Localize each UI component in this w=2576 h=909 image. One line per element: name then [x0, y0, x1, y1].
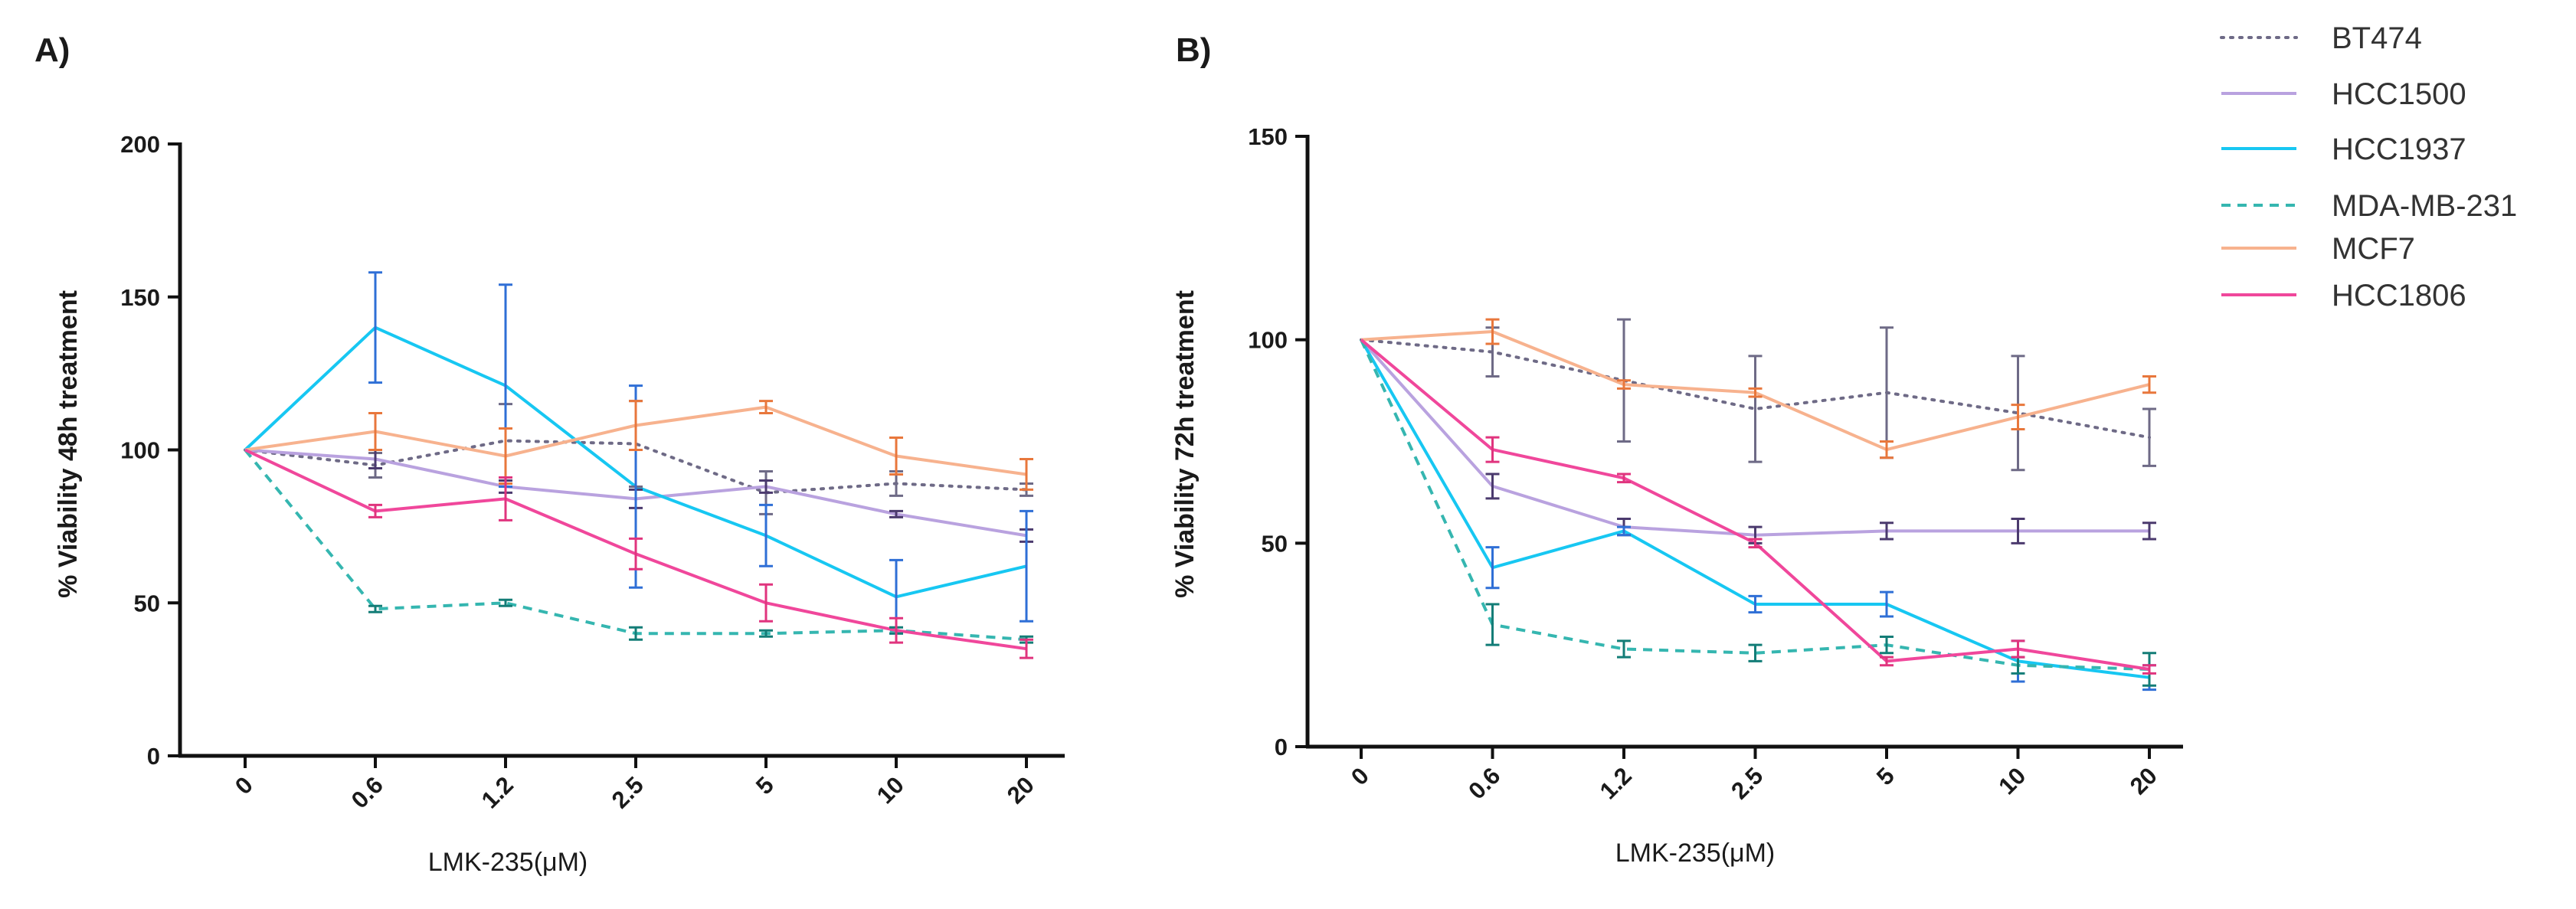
error-bar-a-hcc1806-2-5 [629, 537, 643, 571]
error-bar-b-bt474-20 [2142, 407, 2156, 467]
x-tick-label-a-5: 5 [751, 771, 779, 799]
error-bar-b-hcc1937-1-2 [1617, 525, 1631, 537]
y-tick-label-b-150: 150 [1248, 123, 1288, 150]
error-bar-a-hcc1937-20 [1020, 509, 1033, 623]
error-bar-b-hcc1500-20 [2142, 522, 2156, 541]
error-bar-b-mda-mb-231-1-2 [1617, 639, 1631, 659]
legend-item-hcc1500: HCC1500 [2221, 77, 2466, 111]
x-tick-label-b-10: 10 [1993, 762, 2031, 799]
error-bar-b-mcf7-20 [2142, 374, 2156, 394]
error-bar-a-hcc1806-1-2 [499, 476, 512, 522]
error-bar-b-hcc1806-1-2 [1617, 472, 1631, 484]
error-bar-a-mda-mb-231-2-5 [629, 626, 643, 641]
error-bar-a-mda-mb-231-1-2 [499, 598, 512, 607]
error-bar-a-mda-mb-231-0-6 [368, 604, 382, 613]
error-bar-b-hcc1500-5 [1880, 522, 1894, 541]
legend-item-mcf7: MCF7 [2221, 232, 2415, 266]
error-bar-b-mda-mb-231-5 [1880, 636, 1894, 655]
error-bar-a-mcf7-0-6 [368, 412, 382, 451]
x-tick-label-a-0-6: 0.6 [346, 771, 388, 813]
legend: BT474 HCC1500 HCC1937 MDA-MB-231 MCF7 HC… [2220, 21, 2517, 312]
x-tick-label-b-2-5: 2.5 [1726, 762, 1768, 804]
error-bar-b-hcc1937-0-6 [1485, 546, 1500, 590]
error-bar-a-hcc1806-0-6 [368, 503, 382, 518]
y-tick-label-a-100: 100 [120, 437, 160, 464]
y-axis-title-a: % Viability 48h treatment [54, 290, 83, 598]
error-bar-b-hcc1500-10 [2011, 517, 2025, 544]
error-bar-b-hcc1806-10 [2011, 639, 2025, 659]
error-bar-a-hcc1806-5 [759, 583, 773, 623]
error-bar-b-hcc1937-2-5 [1748, 594, 1763, 614]
plot-panel-b: 0 50 100 150 0 0.6 1.2 2.5 5 10 20 [1248, 123, 2183, 804]
error-bar-b-hcc1806-2-5 [1748, 538, 1763, 549]
legend-label-hcc1500: HCC1500 [2332, 77, 2466, 111]
error-bar-b-mcf7-5 [1880, 440, 1894, 459]
legend-item-bt474: BT474 [2220, 21, 2422, 55]
error-bar-a-hcc1937-5 [759, 503, 773, 567]
y-tick-label-b-0: 0 [1275, 734, 1288, 760]
x-tick-label-a-20: 20 [1002, 771, 1039, 809]
legend-label-hcc1806: HCC1806 [2332, 279, 2466, 312]
error-bar-a-mcf7-2-5 [629, 400, 643, 451]
error-bar-a-hcc1500-5 [759, 479, 773, 494]
error-bar-b-bt474-5 [1880, 326, 1894, 459]
x-tick-label-b-5: 5 [1871, 762, 1900, 790]
error-bar-a-hcc1806-20 [1020, 638, 1033, 659]
plot-panel-a: 0 50 100 150 200 0 0.6 1.2 2.5 5 10 20 [120, 131, 1065, 813]
x-tick-label-b-0: 0 [1346, 762, 1374, 790]
x-tick-label-b-0-6: 0.6 [1463, 762, 1505, 804]
error-bar-a-mda-mb-231-5 [759, 629, 773, 638]
error-bar-b-hcc1806-5 [1880, 656, 1894, 667]
legend-label-hcc1937: HCC1937 [2332, 132, 2466, 166]
error-bar-b-hcc1806-0-6 [1485, 436, 1500, 463]
error-bar-b-mda-mb-231-2-5 [1748, 643, 1763, 662]
x-tick-label-a-0: 0 [230, 771, 258, 799]
y-tick-label-a-0: 0 [147, 743, 160, 770]
y-tick-label-b-50: 50 [1262, 530, 1288, 557]
x-tick-label-b-20: 20 [2125, 762, 2162, 799]
y-tick-label-a-200: 200 [120, 131, 160, 158]
y-axis-title-b: % Viability 72h treatment [1170, 290, 1200, 598]
error-bar-b-mcf7-2-5 [1748, 387, 1763, 398]
legend-item-hcc1806: HCC1806 [2221, 279, 2466, 312]
error-bar-a-hcc1937-0-6 [368, 271, 382, 384]
error-bar-b-mcf7-0-6 [1485, 318, 1500, 345]
error-bar-b-mda-mb-231-0-6 [1485, 603, 1500, 646]
y-tick-label-a-150: 150 [120, 284, 160, 311]
x-axis-title-b: LMK-235(μM) [1615, 839, 1776, 868]
y-tick-label-a-50: 50 [134, 590, 160, 616]
error-bar-a-mcf7-10 [889, 437, 903, 476]
x-tick-label-a-10: 10 [872, 771, 909, 809]
error-bar-a-hcc1806-10 [889, 616, 903, 644]
error-bar-b-bt474-2-5 [1748, 355, 1763, 463]
error-bar-b-hcc1500-0-6 [1485, 472, 1500, 500]
x-axis-title-a: LMK-235(μM) [428, 848, 588, 877]
legend-label-bt474: BT474 [2332, 21, 2422, 55]
error-bar-b-mcf7-1-2 [1617, 379, 1631, 390]
x-tick-label-a-1-2: 1.2 [476, 771, 519, 813]
error-bar-b-hcc1937-5 [1880, 590, 1894, 618]
panel-label-a: A) [34, 31, 70, 69]
error-bar-b-mcf7-10 [2011, 404, 2025, 431]
error-bar-b-hcc1806-20 [2142, 664, 2156, 675]
error-bar-a-hcc1500-10 [889, 509, 903, 518]
legend-item-mda-mb-231: MDA-MB-231 [2221, 189, 2517, 223]
error-bar-a-mcf7-5 [759, 400, 773, 415]
legend-label-mda-mb-231: MDA-MB-231 [2332, 189, 2517, 223]
x-tick-label-a-2-5: 2.5 [607, 771, 649, 813]
error-bar-a-mcf7-20 [1020, 457, 1033, 491]
legend-item-hcc1937: HCC1937 [2221, 132, 2466, 166]
x-tick-label-b-1-2: 1.2 [1595, 762, 1637, 804]
legend-label-mcf7: MCF7 [2332, 232, 2415, 266]
panel-label-b: B) [1176, 31, 1211, 69]
y-tick-label-b-100: 100 [1248, 327, 1288, 354]
